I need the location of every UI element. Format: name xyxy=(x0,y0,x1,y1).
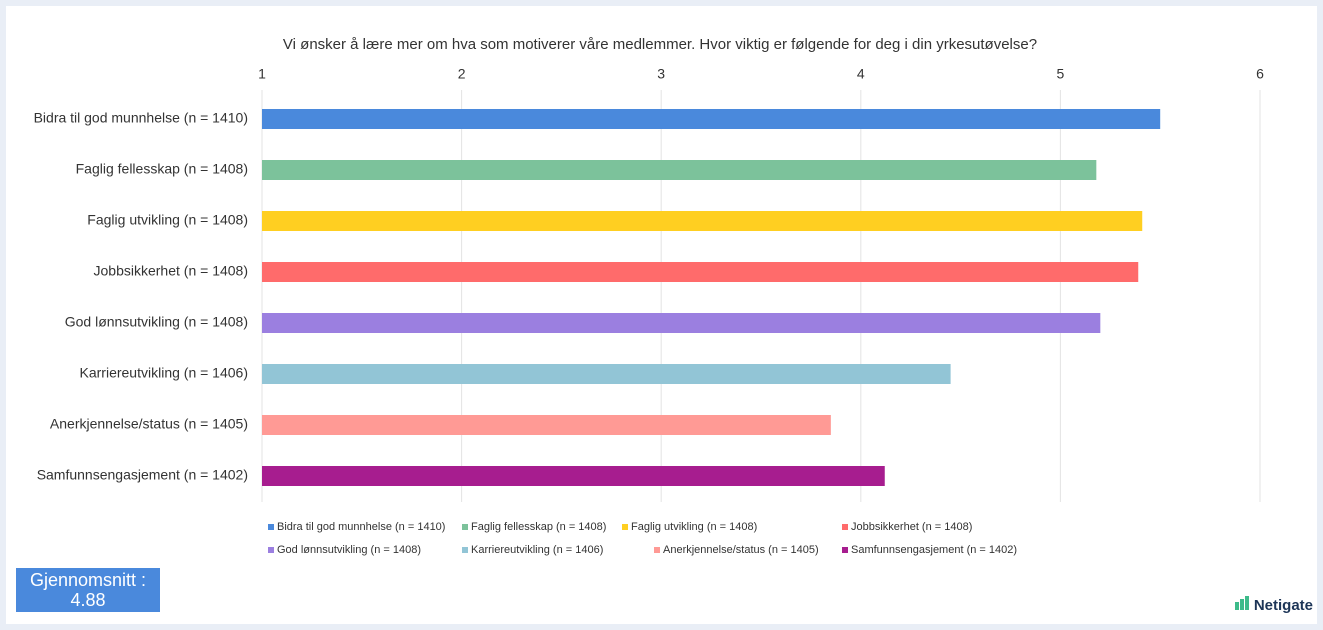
brand-logo: Netigate xyxy=(1234,596,1313,614)
chart-title: Vi ønsker å lære mer om hva som motivere… xyxy=(283,36,1037,53)
legend-marker xyxy=(842,524,848,530)
y-tick-label: God lønnsutvikling (n = 1408) xyxy=(65,314,248,330)
bar xyxy=(262,211,1143,231)
bar xyxy=(262,313,1101,333)
legend-label: Jobbsikkerhet (n = 1408) xyxy=(851,521,972,533)
y-tick-label: Faglig utvikling (n = 1408) xyxy=(87,212,248,228)
legend-marker xyxy=(268,524,274,530)
legend-marker xyxy=(622,524,628,530)
y-tick-label: Faglig fellesskap (n = 1408) xyxy=(76,161,248,177)
x-tick-label: 1 xyxy=(258,66,266,82)
x-tick-label: 5 xyxy=(1057,66,1065,82)
y-tick-label: Anerkjennelse/status (n = 1405) xyxy=(50,416,248,432)
bar xyxy=(262,262,1139,282)
legend-label: God lønnsutvikling (n = 1408) xyxy=(277,544,421,556)
x-tick-label: 2 xyxy=(458,66,466,82)
legend-label: Faglig fellesskap (n = 1408) xyxy=(471,521,606,533)
bar xyxy=(262,109,1161,129)
brand-name: Netigate xyxy=(1253,596,1313,614)
legend-label: Bidra til god munnhelse (n = 1410) xyxy=(277,521,445,533)
legend-label: Karriereutvikling (n = 1406) xyxy=(471,544,603,556)
logo-icon xyxy=(1234,596,1250,614)
legend-label: Anerkjennelse/status (n = 1405) xyxy=(663,544,819,556)
y-tick-label: Jobbsikkerhet (n = 1408) xyxy=(94,263,248,279)
legend-label: Samfunnsengasjement (n = 1402) xyxy=(851,544,1017,556)
bar xyxy=(262,364,951,384)
average-box: Gjennomsnitt : 4.88 xyxy=(16,568,160,612)
y-tick-label: Bidra til god munnhelse (n = 1410) xyxy=(34,110,248,126)
bar xyxy=(262,415,831,435)
x-tick-label: 4 xyxy=(857,66,865,82)
x-tick-label: 3 xyxy=(657,66,665,82)
x-tick-label: 6 xyxy=(1256,66,1264,82)
legend-marker xyxy=(842,547,848,553)
legend-marker xyxy=(462,547,468,553)
y-tick-label: Samfunnsengasjement (n = 1402) xyxy=(37,467,248,483)
y-tick-label: Karriereutvikling (n = 1406) xyxy=(80,365,248,381)
bar xyxy=(262,160,1097,180)
bar xyxy=(262,466,885,486)
legend-marker xyxy=(462,524,468,530)
legend-marker xyxy=(268,547,274,553)
legend-marker xyxy=(654,547,660,553)
legend-label: Faglig utvikling (n = 1408) xyxy=(631,521,757,533)
